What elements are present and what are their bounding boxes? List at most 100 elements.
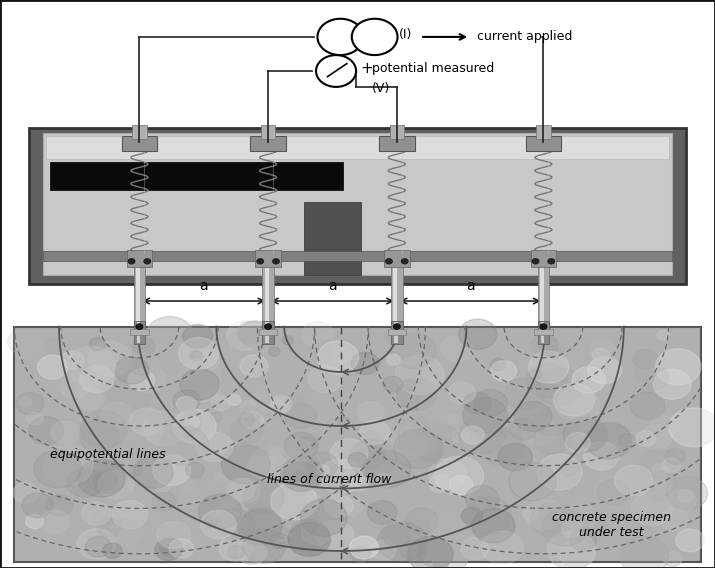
Circle shape	[214, 473, 226, 483]
Bar	[50, 162, 343, 190]
Bar	[29, 128, 686, 284]
Circle shape	[190, 351, 203, 361]
Circle shape	[34, 450, 82, 488]
Circle shape	[387, 354, 400, 365]
Circle shape	[508, 463, 556, 500]
Circle shape	[182, 411, 230, 449]
Circle shape	[42, 471, 61, 486]
Circle shape	[498, 428, 511, 438]
Bar	[391, 321, 403, 344]
Circle shape	[51, 370, 77, 391]
Circle shape	[116, 441, 149, 468]
Circle shape	[80, 411, 127, 448]
Circle shape	[425, 492, 453, 515]
Circle shape	[79, 366, 114, 392]
Circle shape	[448, 382, 475, 404]
Circle shape	[536, 368, 583, 406]
Circle shape	[242, 407, 260, 422]
Circle shape	[238, 510, 282, 545]
Circle shape	[230, 418, 263, 444]
Circle shape	[159, 427, 209, 465]
Circle shape	[664, 552, 682, 566]
Circle shape	[365, 388, 376, 397]
Circle shape	[566, 432, 590, 452]
Circle shape	[656, 349, 701, 385]
Text: lines of current flow: lines of current flow	[267, 474, 391, 486]
Circle shape	[435, 456, 483, 495]
Circle shape	[101, 402, 132, 427]
Bar	[255, 250, 281, 267]
Circle shape	[61, 351, 84, 369]
Circle shape	[320, 459, 363, 494]
Circle shape	[586, 423, 631, 459]
Circle shape	[89, 337, 106, 350]
Circle shape	[533, 407, 569, 436]
Circle shape	[430, 429, 444, 440]
Bar	[379, 136, 415, 151]
Circle shape	[669, 408, 715, 447]
Circle shape	[41, 510, 69, 533]
Circle shape	[210, 500, 242, 526]
Circle shape	[306, 452, 338, 477]
Circle shape	[156, 481, 170, 492]
Circle shape	[128, 369, 154, 390]
Circle shape	[143, 411, 186, 445]
Circle shape	[316, 55, 356, 87]
Circle shape	[669, 491, 681, 501]
Circle shape	[79, 420, 119, 452]
Circle shape	[464, 392, 491, 414]
Circle shape	[134, 457, 173, 488]
Circle shape	[263, 448, 298, 476]
Bar	[14, 327, 701, 562]
Circle shape	[247, 456, 275, 478]
Circle shape	[385, 427, 427, 460]
Circle shape	[368, 500, 397, 524]
Circle shape	[185, 463, 204, 478]
Bar	[538, 321, 549, 344]
Circle shape	[196, 432, 233, 461]
Circle shape	[570, 529, 596, 550]
Circle shape	[331, 438, 368, 469]
Circle shape	[155, 538, 182, 561]
Bar	[262, 321, 274, 344]
Circle shape	[200, 511, 236, 538]
Circle shape	[20, 397, 32, 407]
Circle shape	[94, 469, 117, 487]
Circle shape	[157, 521, 191, 549]
Circle shape	[358, 402, 384, 423]
Circle shape	[450, 475, 473, 494]
Bar	[43, 251, 672, 261]
Circle shape	[183, 324, 212, 348]
Circle shape	[300, 499, 347, 536]
Circle shape	[237, 541, 267, 565]
Circle shape	[136, 324, 143, 329]
Bar	[262, 253, 274, 327]
Circle shape	[429, 475, 451, 492]
Bar	[261, 125, 275, 139]
Circle shape	[274, 531, 287, 541]
Circle shape	[242, 529, 285, 563]
Circle shape	[302, 321, 333, 346]
Text: a: a	[465, 278, 475, 293]
Circle shape	[408, 536, 453, 568]
Circle shape	[462, 426, 484, 444]
Circle shape	[152, 492, 176, 511]
Circle shape	[592, 348, 609, 362]
Circle shape	[331, 346, 352, 363]
Bar	[43, 133, 672, 275]
Circle shape	[641, 424, 672, 449]
Circle shape	[418, 539, 454, 567]
Circle shape	[665, 448, 685, 464]
Circle shape	[519, 336, 543, 356]
Circle shape	[513, 390, 560, 427]
Circle shape	[240, 321, 272, 348]
Circle shape	[27, 412, 43, 425]
Circle shape	[472, 508, 515, 543]
Circle shape	[270, 398, 290, 414]
Circle shape	[112, 500, 147, 528]
Circle shape	[360, 420, 390, 444]
Circle shape	[230, 478, 260, 503]
Circle shape	[666, 477, 708, 509]
Circle shape	[597, 479, 629, 506]
Circle shape	[405, 508, 438, 533]
